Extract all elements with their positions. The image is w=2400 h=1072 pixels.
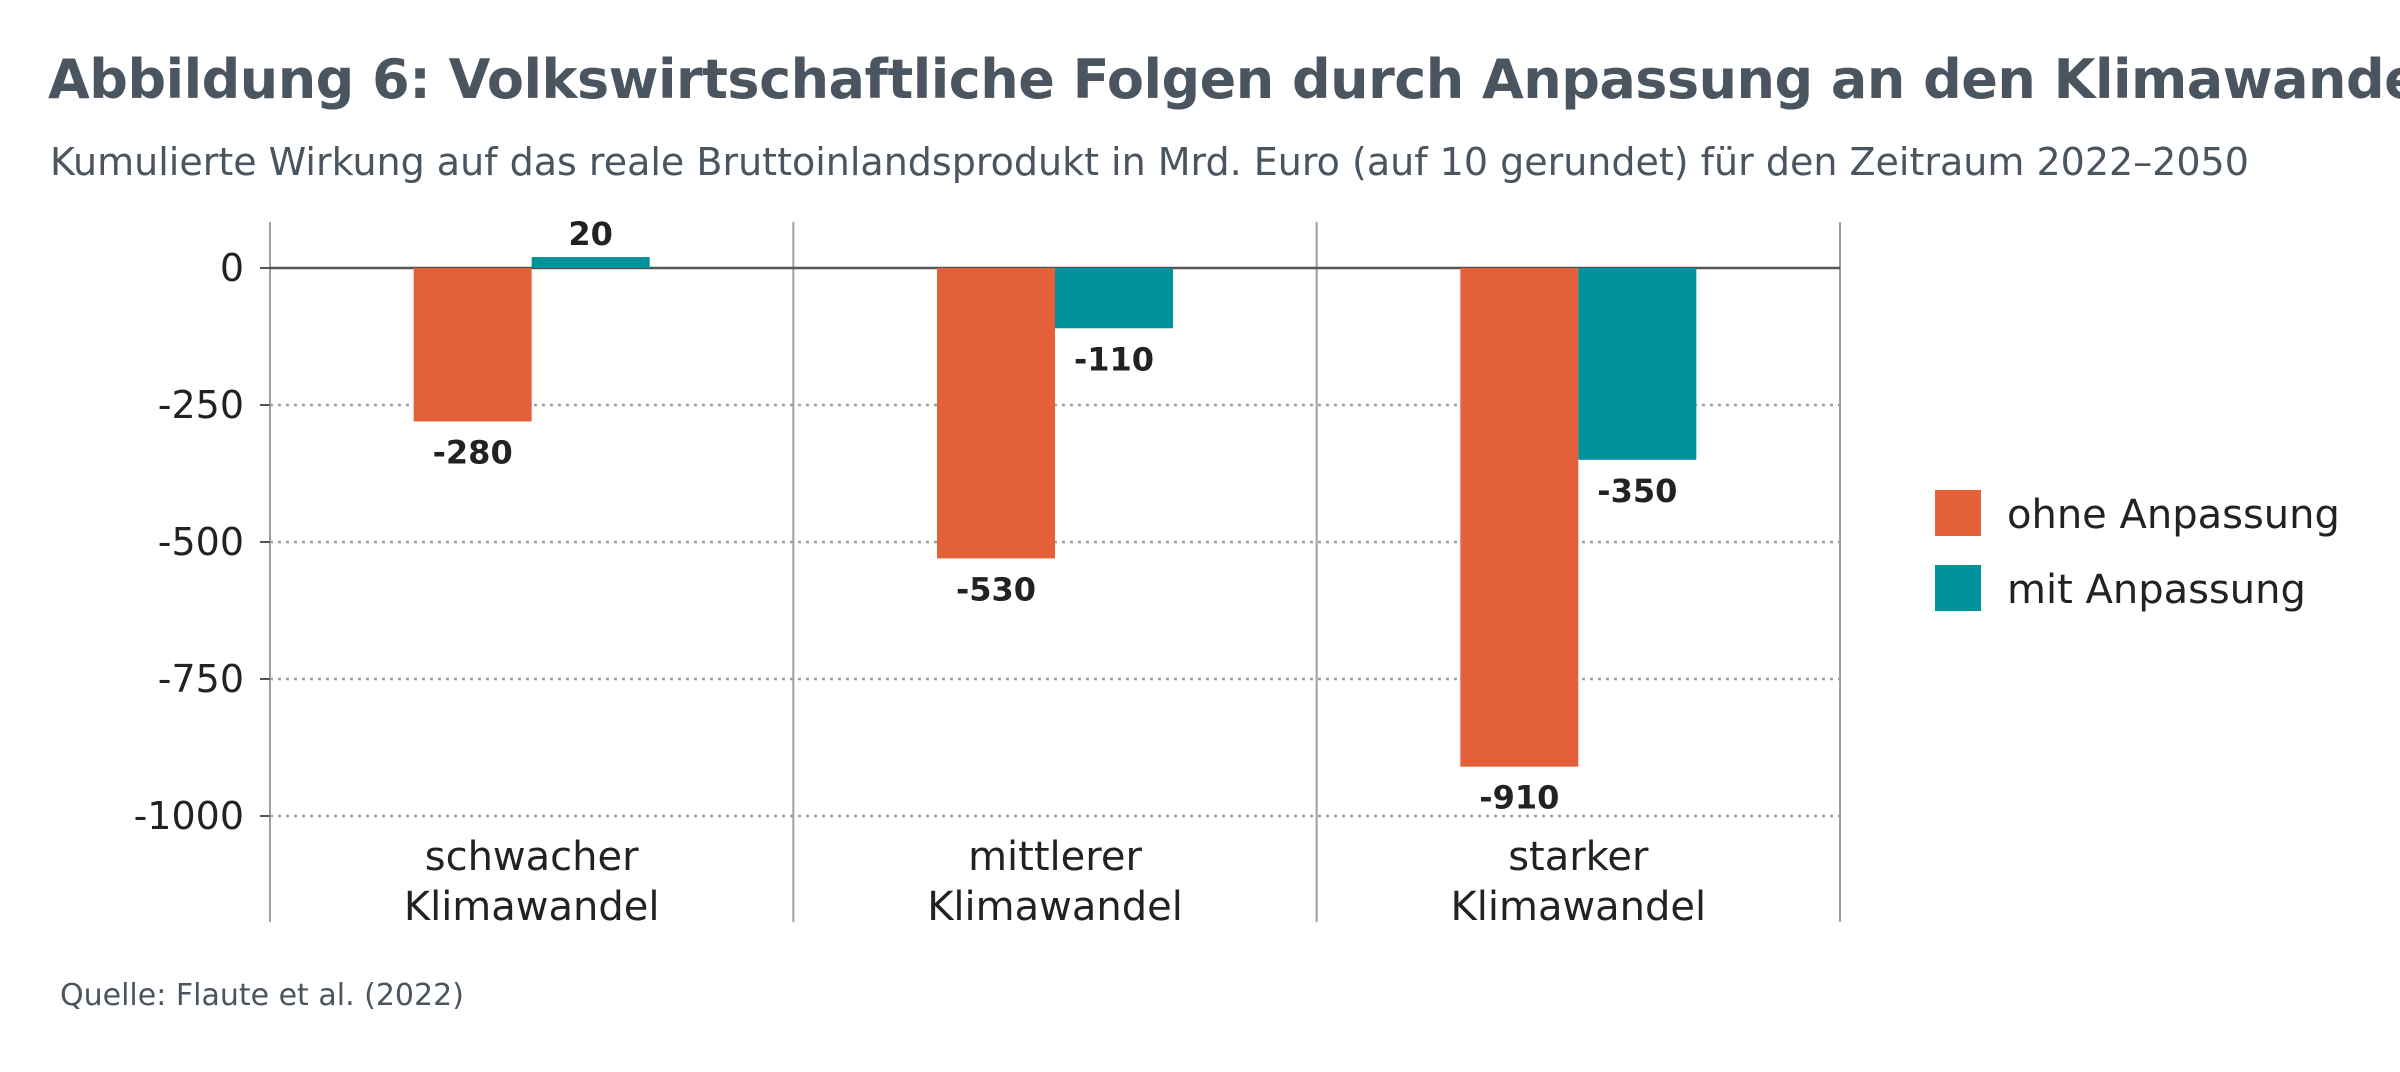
y-tick-label: -1000 — [134, 794, 244, 838]
bar-ohne-2 — [1460, 268, 1579, 767]
bar-mit-0 — [531, 257, 650, 268]
legend-label: mit Anpassung — [2007, 567, 2306, 613]
category-label: Klimawandel — [1451, 884, 1707, 930]
legend-swatch-ohne — [1935, 490, 1981, 536]
data-label: -280 — [433, 433, 513, 471]
bar-mit-2 — [1578, 268, 1697, 460]
y-tick-label: -750 — [158, 657, 244, 701]
chart-title: Abbildung 6: Volkswirtschaftliche Folgen… — [48, 48, 2400, 111]
y-tick-label: 0 — [220, 246, 244, 290]
bar-ohne-0 — [413, 268, 532, 422]
source-note: Quelle: Flaute et al. (2022) — [60, 978, 464, 1013]
data-label: -910 — [1479, 779, 1559, 817]
legend-swatch-mit — [1935, 565, 1981, 611]
data-label: -530 — [956, 570, 1036, 608]
chart-subtitle: Kumulierte Wirkung auf das reale Bruttoi… — [50, 140, 2249, 184]
category-label: mittlerer — [968, 834, 1142, 880]
category-label: schwacher — [425, 834, 639, 880]
bar-ohne-1 — [937, 268, 1055, 559]
y-tick-label: -250 — [158, 383, 244, 427]
data-label: 20 — [568, 215, 613, 253]
data-label: -110 — [1074, 340, 1154, 378]
category-label: starker — [1508, 834, 1649, 880]
category-label: Klimawandel — [927, 884, 1183, 930]
legend-label: ohne Anpassung — [2007, 492, 2340, 538]
data-label: -350 — [1597, 472, 1677, 510]
y-tick-label: -500 — [158, 520, 244, 564]
category-label: Klimawandel — [404, 884, 660, 930]
bar-mit-1 — [1055, 268, 1173, 329]
